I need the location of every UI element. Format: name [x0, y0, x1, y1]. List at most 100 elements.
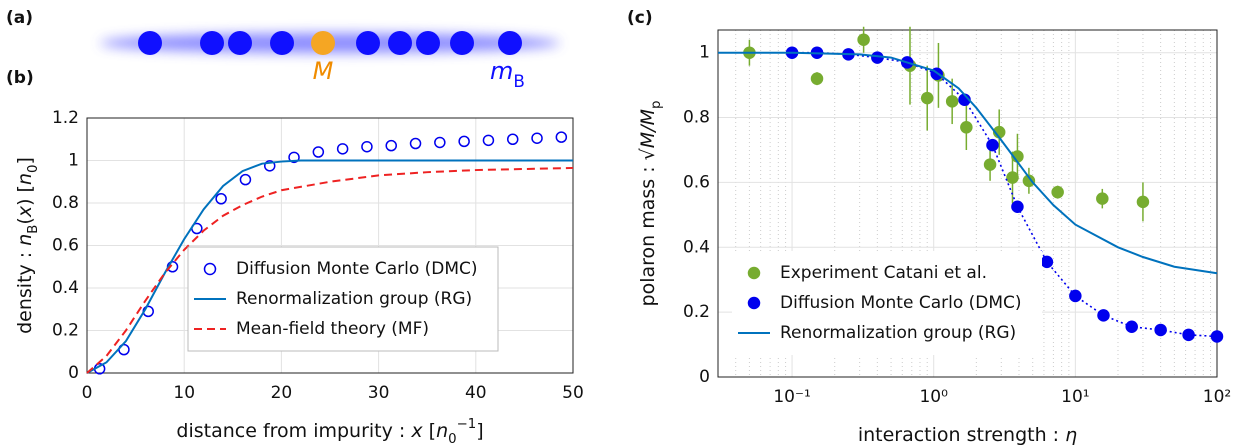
series-line — [718, 51, 1218, 275]
label-part: n — [436, 420, 448, 442]
label-part: x — [14, 205, 36, 218]
data-point — [945, 95, 959, 108]
data-point — [1011, 200, 1024, 213]
data-point — [555, 131, 568, 143]
x-tick-label: 10 — [173, 383, 195, 403]
x-tick-label: 10¹ — [1061, 387, 1089, 407]
axes-box — [717, 29, 1218, 378]
boson-label: mB — [490, 57, 525, 91]
data-point — [810, 72, 824, 85]
series-line — [86, 159, 573, 374]
label-part: ) [ — [14, 185, 36, 206]
label-part: √ — [637, 147, 659, 160]
label-part: −1 — [457, 417, 477, 432]
y-tick-label: 0.4 — [683, 237, 710, 257]
data-point — [1096, 192, 1109, 205]
label-part: distance from impurity : — [176, 420, 411, 442]
data-point — [215, 193, 227, 205]
y-tick-label: 0 — [699, 367, 710, 387]
label-part: m — [490, 57, 513, 85]
label-part: ] — [476, 420, 483, 442]
y-tick-label: 1.2 — [52, 108, 79, 128]
legend-label: Diffusion Monte Carlo (DMC) — [236, 259, 478, 279]
label-part: 0 — [26, 165, 41, 173]
series-line — [86, 166, 574, 374]
legend-label: Diffusion Monte Carlo (DMC) — [780, 293, 1022, 313]
data-point — [239, 173, 252, 186]
y-tick-label: 0.4 — [52, 278, 79, 298]
legend-marker — [747, 266, 761, 280]
label-part: p — [649, 101, 664, 109]
data-point — [434, 136, 446, 149]
y-tick-label: 0.8 — [683, 108, 710, 128]
data-point — [1006, 171, 1019, 184]
data-point — [1022, 174, 1036, 188]
y-tick-label: 0.8 — [52, 193, 79, 213]
y-tick-label: 0.2 — [52, 321, 79, 341]
data-point — [1125, 320, 1138, 333]
x-tick-label: 10² — [1203, 387, 1231, 407]
data-point — [986, 138, 999, 152]
data-point — [1069, 289, 1082, 303]
label-part: M/M — [637, 109, 659, 148]
data-point — [288, 151, 300, 164]
y-tick-label: 1 — [699, 43, 710, 63]
x-tick-label: 20 — [271, 383, 293, 403]
bosons — [138, 31, 522, 55]
panel-label: (b) — [6, 68, 34, 88]
label-part: ( — [14, 217, 36, 224]
x-tick-label: 30 — [368, 383, 390, 403]
x-tick-label: 50 — [562, 383, 584, 403]
data-point — [336, 143, 349, 155]
data-point — [409, 137, 422, 150]
series-line — [792, 51, 1218, 338]
y-tick-label: 0 — [68, 363, 79, 383]
axes-box — [86, 117, 574, 374]
legend-marker — [747, 296, 761, 310]
legend-marker — [203, 262, 217, 276]
panel-label: (a) — [6, 8, 33, 28]
legend-box — [732, 251, 1042, 355]
data-point — [1182, 328, 1195, 342]
y-axis-label: density : nB(x) [n0] — [14, 157, 41, 334]
x-tick-label: 10⁰ — [919, 387, 948, 407]
data-point — [1136, 195, 1150, 209]
data-point — [506, 133, 519, 145]
impurity-label: M — [313, 57, 334, 85]
legend-box — [187, 246, 499, 352]
y-tick-label: 0.2 — [683, 302, 710, 322]
data-point — [1210, 330, 1224, 343]
data-point — [312, 146, 325, 158]
data-point — [1097, 309, 1110, 322]
data-point — [482, 134, 495, 147]
data-point — [960, 121, 973, 134]
label-part: polaron mass : — [637, 160, 659, 306]
x-tick-label: 10⁻¹ — [773, 387, 810, 407]
data-point — [361, 140, 373, 153]
data-point — [983, 158, 997, 171]
legend-label: Renormalization group (RG) — [780, 323, 1016, 343]
y-tick-label: 0.6 — [683, 172, 710, 192]
x-tick-label: 40 — [465, 383, 487, 403]
label-part: 0 — [448, 432, 456, 445]
data-point — [857, 33, 870, 46]
x-axis-label: interaction strength : η — [858, 424, 1077, 445]
label-part: x — [410, 420, 423, 442]
label-part: n — [14, 234, 36, 246]
y-axis-label: polaron mass : √M/Mp — [637, 101, 664, 307]
label-part: n — [14, 173, 36, 185]
data-point — [385, 139, 397, 152]
data-point — [458, 135, 470, 148]
x-tick-label: 0 — [82, 383, 93, 403]
impurity — [311, 31, 335, 55]
legend-label: Experiment Catani et al. — [780, 263, 987, 283]
data-point — [871, 51, 884, 64]
label-part: ] — [14, 157, 36, 164]
data-point — [920, 91, 934, 105]
label-part: [ — [423, 420, 436, 442]
label-part: B — [26, 225, 41, 234]
label-part: B — [513, 71, 525, 91]
label-part: density : — [14, 246, 36, 334]
